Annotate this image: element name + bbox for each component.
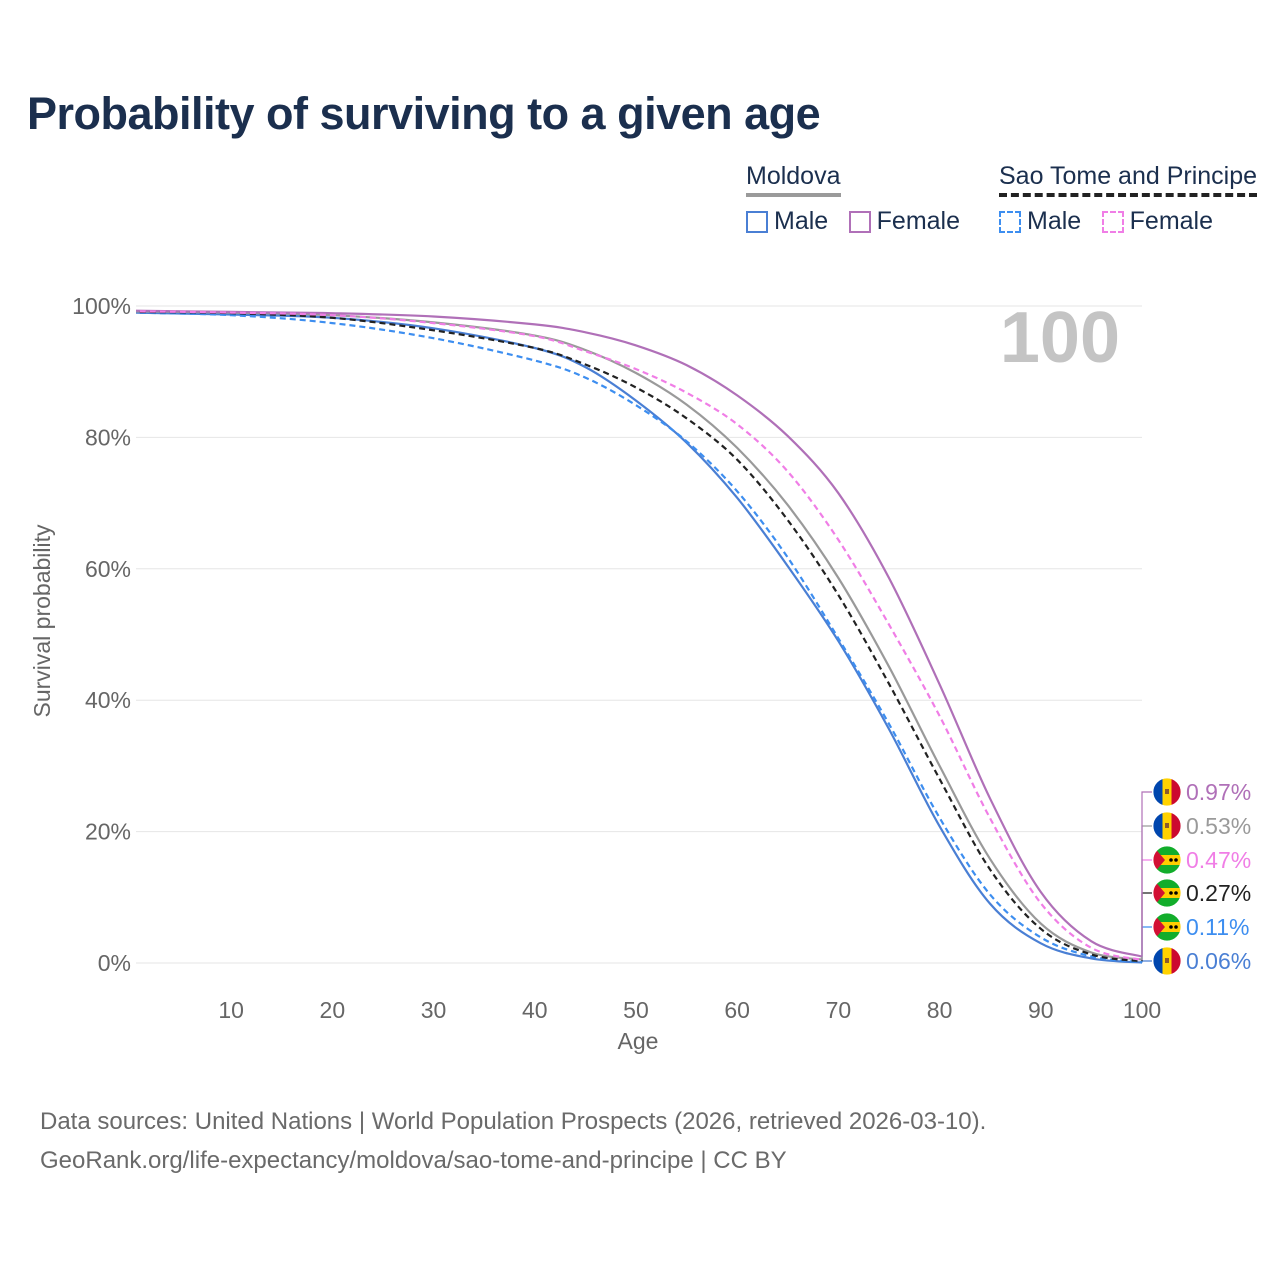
flag-ring <box>1152 777 1182 807</box>
end-label-connector <box>1141 859 1152 960</box>
legend-label: Female <box>876 207 961 235</box>
legend-group-title: Sao Tome and Principe <box>999 162 1258 197</box>
legend-label: Male <box>1027 207 1082 235</box>
end-label-connector <box>1141 791 1152 957</box>
footer-link[interactable]: GeoRank.org/life-expectancy/moldova/sao-… <box>40 1147 787 1174</box>
flag-stripe <box>1171 947 1181 975</box>
x-tick-label: 30 <box>421 997 447 1023</box>
series-line-sao-tome-and-principe-female <box>136 310 1142 961</box>
x-axis-title: Age <box>618 1028 659 1054</box>
flag-moldova-icon <box>1152 946 1182 976</box>
x-tick-label: 80 <box>927 997 953 1023</box>
flag-emblem <box>1165 958 1169 963</box>
y-tick-label: 20% <box>85 819 131 845</box>
flag-body <box>1153 879 1181 907</box>
end-value-label: 0.53% <box>1186 813 1251 839</box>
flag-emblem <box>1165 823 1169 828</box>
end-label-connector <box>1141 926 1152 963</box>
flag-band <box>1153 888 1181 898</box>
flag-ring <box>1152 811 1182 841</box>
year-label: 100 <box>1000 298 1120 378</box>
flag-stripe <box>1153 778 1163 806</box>
chart-title: Probability of surviving to a given age <box>27 88 821 139</box>
end-value-label: 0.11% <box>1186 914 1250 940</box>
flag-star <box>1174 891 1178 895</box>
y-tick-label: 60% <box>85 556 131 582</box>
legend-group-title: Moldova <box>746 162 841 197</box>
flag-ring <box>1152 912 1182 942</box>
series-line-moldova-total <box>136 310 1142 961</box>
series-line-sao-tome-and-principe-male <box>136 311 1142 964</box>
y-axis-title: Survival probability <box>29 524 55 718</box>
x-tick-label: 60 <box>724 997 750 1023</box>
flag-star <box>1169 858 1173 862</box>
flag-triangle <box>1153 846 1165 874</box>
flag-star <box>1169 891 1173 895</box>
legend-swatch <box>999 210 1021 233</box>
legend-item-moldova-female[interactable]: Female <box>848 207 961 236</box>
legend-item-sao-tome-male[interactable]: Male <box>999 207 1081 236</box>
flag-star <box>1169 925 1173 929</box>
y-tick-label: 0% <box>98 950 131 976</box>
legend-item-sao-tome-female[interactable]: Female <box>1101 207 1214 236</box>
flag-stripe <box>1171 812 1181 840</box>
legend-swatch <box>1101 210 1124 233</box>
end-value-label: 0.47% <box>1186 847 1251 873</box>
flag-sao-tome-icon <box>1152 845 1182 875</box>
flag-triangle <box>1153 879 1165 907</box>
x-tick-label: 50 <box>623 997 649 1023</box>
series-line-moldova-female <box>136 309 1142 958</box>
flag-band <box>1153 855 1181 865</box>
flag-stripe <box>1171 778 1181 806</box>
legend-swatch <box>746 210 768 233</box>
flag-moldova-icon <box>1152 811 1182 841</box>
flag-moldova-icon <box>1152 777 1182 807</box>
flag-body <box>1153 778 1181 806</box>
x-tick-label: 90 <box>1028 997 1054 1023</box>
end-value-label: 0.97% <box>1186 779 1251 805</box>
y-tick-label: 40% <box>85 687 131 713</box>
legend-label: Female <box>1129 207 1214 235</box>
x-tick-label: 40 <box>522 997 548 1023</box>
flag-sao-tome-icon <box>1152 878 1182 908</box>
footer-source: Data sources: United Nations | World Pop… <box>40 1108 987 1135</box>
x-tick-label: 100 <box>1123 997 1161 1023</box>
flag-body <box>1153 812 1181 840</box>
flag-body <box>1153 947 1181 975</box>
flag-ring <box>1152 878 1182 908</box>
flag-triangle <box>1153 913 1165 941</box>
y-tick-label: 80% <box>85 424 131 450</box>
series-line-moldova-male <box>136 311 1142 964</box>
x-tick-label: 20 <box>320 997 346 1023</box>
flag-emblem <box>1165 789 1169 794</box>
flag-star <box>1174 858 1178 862</box>
end-label-connector <box>1141 960 1152 963</box>
legend-group-sao-tome: Sao Tome and Principe Male Female <box>999 162 1258 238</box>
flag-body <box>1153 846 1181 874</box>
legend-swatch <box>848 210 871 233</box>
x-tick-label: 70 <box>826 997 852 1023</box>
x-tick-label: 10 <box>218 997 244 1023</box>
y-tick-label: 100% <box>72 293 131 319</box>
flag-body <box>1153 913 1181 941</box>
flag-star <box>1174 925 1178 929</box>
flag-sao-tome-icon <box>1152 912 1182 942</box>
flag-ring <box>1152 946 1182 976</box>
legend-label: Male <box>774 207 829 235</box>
legend-item-moldova-male[interactable]: Male <box>746 207 828 236</box>
legend-group-moldova: Moldova Male Female <box>746 162 976 238</box>
end-value-label: 0.06% <box>1186 948 1251 974</box>
series-line-sao-tome-and-principe-total <box>136 310 1142 963</box>
end-value-label: 0.27% <box>1186 880 1251 906</box>
flag-stripe <box>1153 812 1163 840</box>
flag-stripe <box>1153 947 1163 975</box>
flag-band <box>1153 922 1181 932</box>
flag-ring <box>1152 845 1182 875</box>
